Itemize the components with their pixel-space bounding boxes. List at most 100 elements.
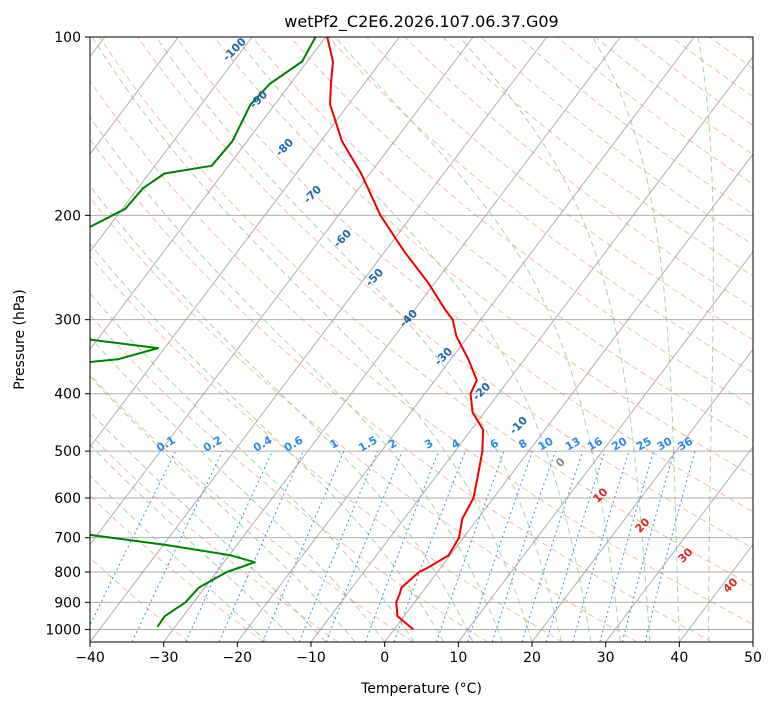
dry-adiabat-line (480, 37, 753, 246)
background-lines (90, 37, 753, 642)
dry-adiabat-label: 10 (591, 485, 611, 505)
moist-adiabat-line (91, 37, 533, 642)
isotherm-line (90, 37, 253, 253)
mixing-ratio-line (467, 450, 534, 642)
dewpoint-profile-line (90, 37, 317, 628)
dry-adiabat-label: 40 (721, 575, 741, 595)
moist-adiabat-line (90, 475, 268, 642)
y-tick-label: 800 (54, 565, 81, 581)
y-tick-label: 200 (54, 208, 81, 224)
dry-adiabat-line (213, 37, 753, 477)
moist-adiabat-label: -30 (432, 345, 455, 368)
moist-adiabat-line (90, 336, 386, 642)
x-tick-label: −40 (75, 650, 105, 666)
moist-adiabat-label: -40 (397, 307, 420, 330)
mixing-ratio-line (325, 450, 403, 642)
moist-adiabat-line (90, 375, 356, 642)
mixing-ratio-line (545, 450, 606, 642)
y-tick-label: 1000 (45, 622, 81, 638)
isotherm-line (90, 37, 400, 448)
x-tick-label: 40 (670, 650, 688, 666)
x-tick-label: −20 (223, 650, 253, 666)
moist-adiabat-line (90, 292, 415, 642)
dry-adiabat-line (90, 314, 488, 642)
mixing-ratio-line (599, 450, 655, 642)
dry-adiabat-label: 0 (553, 455, 568, 470)
dry-adiabat-line (137, 37, 753, 549)
mixing-ratio-label: 6 (488, 436, 501, 451)
isotherm-line (752, 641, 753, 642)
moist-adiabat-line (90, 411, 327, 642)
y-axis-title: Pressure (hPa) (12, 289, 28, 389)
x-tick-label: 0 (380, 650, 389, 666)
x-tick-label: −30 (149, 650, 179, 666)
dry-adiabat-line (90, 138, 712, 642)
dry-adiabat-line (633, 37, 753, 127)
dry-adiabat-line (90, 494, 264, 642)
dry-adiabat-label: 30 (676, 545, 696, 565)
data-series (90, 37, 485, 631)
x-tick-label: 10 (449, 650, 467, 666)
dry-adiabat-line (175, 37, 753, 513)
moist-adiabat-label: -70 (301, 183, 324, 206)
x-tick-label: 20 (523, 650, 541, 666)
x-tick-label: −10 (296, 650, 326, 666)
moist-adiabat-line (334, 37, 621, 642)
dry-adiabat-label: 20 (633, 515, 653, 535)
moist-adiabat-label: -60 (331, 227, 354, 250)
y-tick-label: 100 (54, 30, 81, 46)
mixing-ratio-line (298, 450, 379, 642)
dry-adiabat-line (518, 37, 753, 215)
x-tick-label: 30 (597, 650, 615, 666)
y-tick-label: 400 (54, 387, 81, 403)
isotherm-line (678, 543, 753, 642)
mixing-ratio-line (621, 450, 675, 642)
mixing-ratio-line (491, 450, 556, 642)
isotherm-line (163, 37, 621, 642)
isotherm-line (384, 153, 753, 642)
moist-adiabat-line (235, 37, 592, 642)
mixing-ratio-line (262, 450, 345, 642)
mixing-ratio-label: 3 (422, 437, 435, 452)
mixing-ratio-line (644, 450, 696, 642)
isotherm-line (457, 250, 753, 642)
moist-adiabat-line (90, 116, 503, 642)
moist-adiabat-line (592, 37, 680, 642)
moist-adiabat-line (90, 184, 474, 642)
isotherm-line (90, 37, 179, 155)
mixing-ratio-label: 2 (386, 437, 399, 452)
temperature-profile-line (326, 37, 485, 631)
mixing-ratio-line (521, 450, 584, 642)
y-tick-label: 300 (54, 313, 81, 329)
isotherm-line (90, 37, 548, 642)
moist-adiabat-line (697, 37, 714, 642)
dry-adiabat-line (90, 196, 638, 642)
mixing-ratio-label: 1 (328, 437, 341, 452)
mixing-ratio-line (364, 450, 440, 642)
mixing-ratio-line (90, 450, 177, 627)
moist-adiabat-label: -90 (247, 88, 270, 111)
moist-adiabat-label: -20 (470, 380, 493, 403)
isotherm-line (90, 37, 474, 546)
axes: −40 −30 −20 −10 0 10 20 30 40 5010020030040050060… (45, 30, 762, 666)
mixing-ratio-line (435, 450, 505, 642)
x-tick-label: 50 (744, 650, 762, 666)
isotherm-line (310, 55, 753, 642)
chart-title: wetPf2_C2E6.2026.107.06.37.G09 (284, 12, 558, 32)
y-tick-label: 900 (54, 595, 81, 611)
y-tick-label: 700 (54, 531, 81, 547)
mixing-ratio-line (572, 450, 630, 642)
moist-adiabat-line (155, 37, 562, 642)
dry-adiabat-line (709, 37, 753, 70)
moist-adiabat-label: -10 (507, 414, 530, 437)
dry-adiabat-line (90, 255, 563, 642)
dry-adiabat-line (404, 37, 753, 309)
isotherm-line (236, 37, 695, 642)
isotherm-line (605, 446, 753, 642)
dry-adiabat-line (556, 37, 753, 185)
dry-adiabat-line (251, 37, 753, 442)
moist-adiabat-line (90, 242, 445, 642)
dry-adiabat-line (289, 37, 753, 407)
mixing-ratio-line (185, 450, 273, 642)
